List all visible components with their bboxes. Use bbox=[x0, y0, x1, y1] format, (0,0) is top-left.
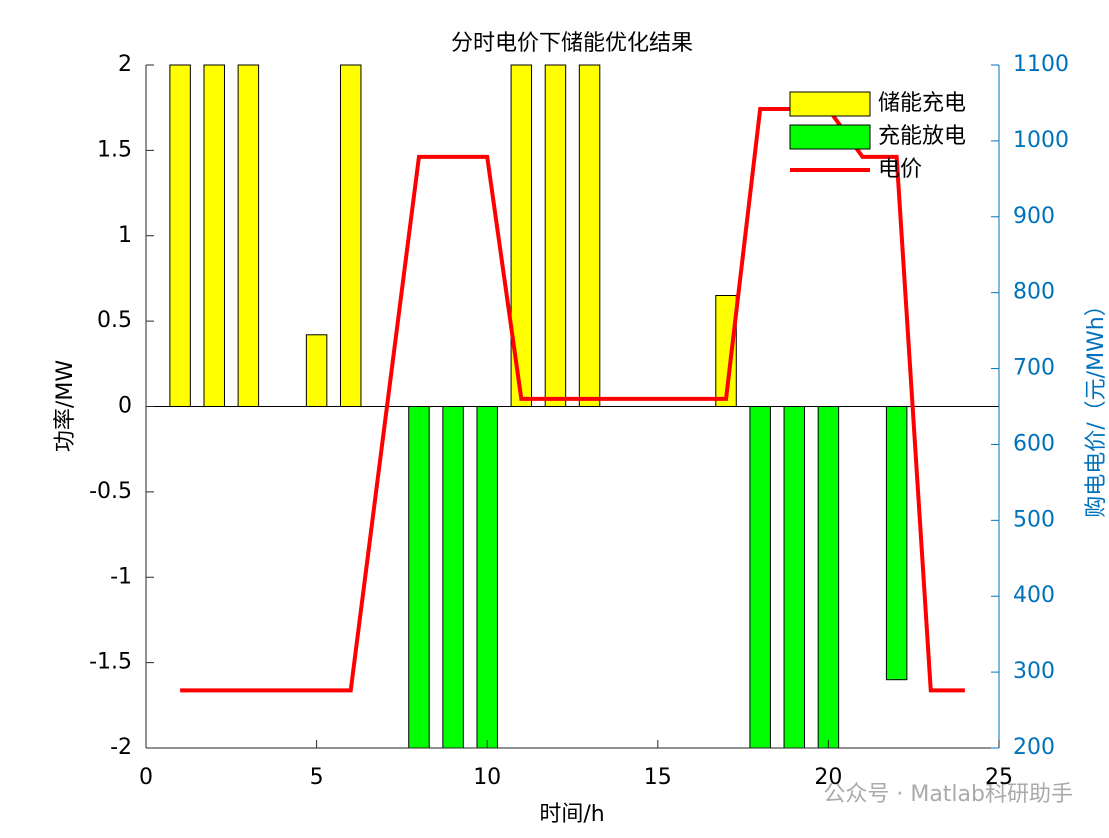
y-tick-label: 1.5 bbox=[97, 137, 132, 162]
bar bbox=[476, 406, 498, 749]
x-tick-label: 0 bbox=[139, 765, 153, 790]
price-line bbox=[180, 107, 965, 693]
x-tick-label: 5 bbox=[310, 765, 324, 790]
bar bbox=[203, 64, 225, 407]
bar bbox=[408, 406, 430, 749]
y-axis-label: 功率/MW bbox=[53, 360, 78, 452]
y-tick-label: -2 bbox=[110, 735, 132, 760]
chart-title: 分时电价下储能优化结果 bbox=[451, 31, 693, 56]
y-tick-label: 2 bbox=[118, 52, 132, 77]
bar bbox=[305, 334, 328, 407]
y2-tick-label: 1100 bbox=[1013, 52, 1069, 77]
y-tick-label: -0.5 bbox=[89, 479, 132, 504]
bar bbox=[339, 64, 362, 407]
y2-tick-label: 1000 bbox=[1013, 128, 1069, 153]
bar bbox=[544, 64, 567, 407]
bar bbox=[237, 64, 260, 407]
bar bbox=[817, 406, 840, 749]
bar bbox=[783, 406, 806, 749]
bar bbox=[749, 406, 771, 749]
x-tick-label: 25 bbox=[985, 765, 1013, 790]
x-axis-label: 时间/h bbox=[539, 802, 604, 827]
y-tick-label: 1 bbox=[118, 223, 132, 248]
y-tick-label: 0 bbox=[118, 394, 132, 419]
legend-label: 充能放电 bbox=[878, 124, 966, 149]
legend-swatch bbox=[789, 91, 871, 117]
y2-tick-label: 900 bbox=[1013, 204, 1055, 229]
y-tick-label: -1 bbox=[110, 564, 132, 589]
y2-tick-label: 700 bbox=[1013, 356, 1055, 381]
x-tick-label: 20 bbox=[814, 765, 842, 790]
y2-tick-label: 600 bbox=[1013, 431, 1055, 456]
y-tick-label: 0.5 bbox=[97, 308, 132, 333]
y2-tick-label: 500 bbox=[1013, 507, 1055, 532]
x-tick-label: 10 bbox=[473, 765, 501, 790]
y2-axis-label: 购电电价/（元/MWh） bbox=[1084, 294, 1109, 518]
legend-swatch bbox=[789, 124, 871, 150]
y2-tick-label: 800 bbox=[1013, 280, 1055, 305]
x-tick-label: 15 bbox=[644, 765, 672, 790]
y-tick-label: -1.5 bbox=[89, 650, 132, 675]
legend-label: 电价 bbox=[878, 157, 922, 182]
y2-tick-label: 400 bbox=[1013, 583, 1055, 608]
y2-tick-label: 300 bbox=[1013, 659, 1055, 684]
bar bbox=[578, 64, 601, 407]
legend-label: 储能充电 bbox=[878, 91, 966, 116]
watermark: 公众号 · Matlab科研助手 bbox=[823, 782, 1073, 807]
bar bbox=[885, 406, 908, 681]
bar bbox=[169, 64, 191, 407]
bar bbox=[442, 406, 464, 749]
y2-tick-label: 200 bbox=[1013, 735, 1055, 760]
